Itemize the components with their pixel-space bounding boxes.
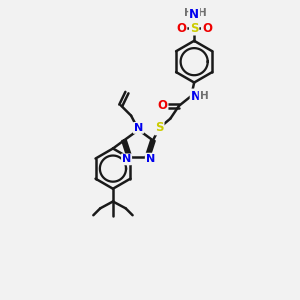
Text: O: O [176, 22, 186, 34]
Text: S: S [190, 22, 198, 34]
Text: N: N [189, 8, 199, 21]
Text: N: N [190, 89, 201, 103]
Text: H: H [198, 8, 207, 18]
Text: N: N [146, 154, 155, 164]
Text: S: S [155, 122, 164, 134]
Text: N: N [122, 154, 131, 164]
Text: N: N [134, 123, 143, 133]
Text: H: H [200, 91, 208, 101]
Text: O: O [202, 22, 212, 34]
Text: O: O [158, 99, 167, 112]
Text: H: H [184, 8, 193, 18]
